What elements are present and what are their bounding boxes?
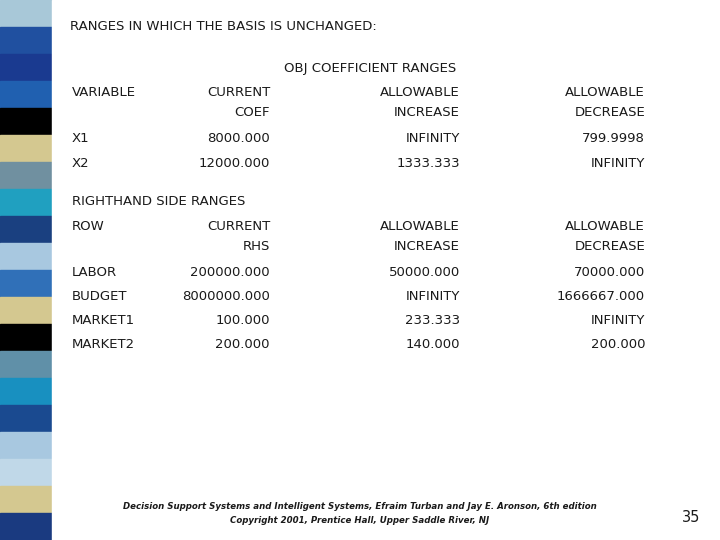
Bar <box>0 324 52 351</box>
Bar <box>0 0 52 27</box>
Bar <box>0 189 52 216</box>
Text: DECREASE: DECREASE <box>575 240 645 253</box>
Text: 70000.000: 70000.000 <box>574 266 645 279</box>
Text: MARKET2: MARKET2 <box>72 338 135 351</box>
Text: RHS: RHS <box>243 240 270 253</box>
Text: 8000000.000: 8000000.000 <box>182 290 270 303</box>
Text: 200.000: 200.000 <box>215 338 270 351</box>
Text: INCREASE: INCREASE <box>394 106 460 119</box>
Text: ALLOWABLE: ALLOWABLE <box>380 86 460 99</box>
Bar <box>0 135 52 162</box>
Bar <box>0 432 52 459</box>
Text: VARIABLE: VARIABLE <box>72 86 136 99</box>
Text: 50000.000: 50000.000 <box>389 266 460 279</box>
Text: ALLOWABLE: ALLOWABLE <box>565 220 645 233</box>
Text: LABOR: LABOR <box>72 266 117 279</box>
Text: OBJ COEFFICIENT RANGES: OBJ COEFFICIENT RANGES <box>284 62 456 75</box>
Text: X2: X2 <box>72 157 89 170</box>
Bar <box>0 270 52 297</box>
Text: CURRENT: CURRENT <box>207 86 270 99</box>
Text: ALLOWABLE: ALLOWABLE <box>565 86 645 99</box>
Text: Decision Support Systems and Intelligent Systems, Efraim Turban and Jay E. Arons: Decision Support Systems and Intelligent… <box>123 502 597 511</box>
Text: 12000.000: 12000.000 <box>199 157 270 170</box>
Text: 100.000: 100.000 <box>215 314 270 327</box>
Bar <box>0 513 52 540</box>
Bar <box>0 297 52 324</box>
Bar <box>0 108 52 135</box>
Bar <box>0 378 52 405</box>
Bar <box>0 351 52 378</box>
Text: 1666667.000: 1666667.000 <box>557 290 645 303</box>
Text: 8000.000: 8000.000 <box>207 132 270 145</box>
Text: INFINITY: INFINITY <box>405 132 460 145</box>
Bar <box>0 459 52 486</box>
Text: BUDGET: BUDGET <box>72 290 127 303</box>
Text: 140.000: 140.000 <box>405 338 460 351</box>
Text: RIGHTHAND SIDE RANGES: RIGHTHAND SIDE RANGES <box>72 195 246 208</box>
Text: 200.000: 200.000 <box>590 338 645 351</box>
Bar <box>0 162 52 189</box>
Text: X1: X1 <box>72 132 89 145</box>
Bar <box>0 405 52 432</box>
Bar <box>0 81 52 108</box>
Text: INFINITY: INFINITY <box>590 157 645 170</box>
Text: 200000.000: 200000.000 <box>190 266 270 279</box>
Text: RANGES IN WHICH THE BASIS IS UNCHANGED:: RANGES IN WHICH THE BASIS IS UNCHANGED: <box>70 20 377 33</box>
Text: Copyright 2001, Prentice Hall, Upper Saddle River, NJ: Copyright 2001, Prentice Hall, Upper Sad… <box>230 516 490 525</box>
Text: 35: 35 <box>682 510 700 525</box>
Bar <box>0 216 52 243</box>
Text: COEF: COEF <box>235 106 270 119</box>
Text: ROW: ROW <box>72 220 104 233</box>
Text: DECREASE: DECREASE <box>575 106 645 119</box>
Text: CURRENT: CURRENT <box>207 220 270 233</box>
Text: 233.333: 233.333 <box>405 314 460 327</box>
Text: ALLOWABLE: ALLOWABLE <box>380 220 460 233</box>
Text: INFINITY: INFINITY <box>590 314 645 327</box>
Bar <box>0 27 52 54</box>
Bar <box>0 486 52 513</box>
Text: MARKET1: MARKET1 <box>72 314 135 327</box>
Text: 1333.333: 1333.333 <box>397 157 460 170</box>
Text: 799.9998: 799.9998 <box>582 132 645 145</box>
Bar <box>0 54 52 81</box>
Bar <box>0 243 52 270</box>
Text: INFINITY: INFINITY <box>405 290 460 303</box>
Text: INCREASE: INCREASE <box>394 240 460 253</box>
